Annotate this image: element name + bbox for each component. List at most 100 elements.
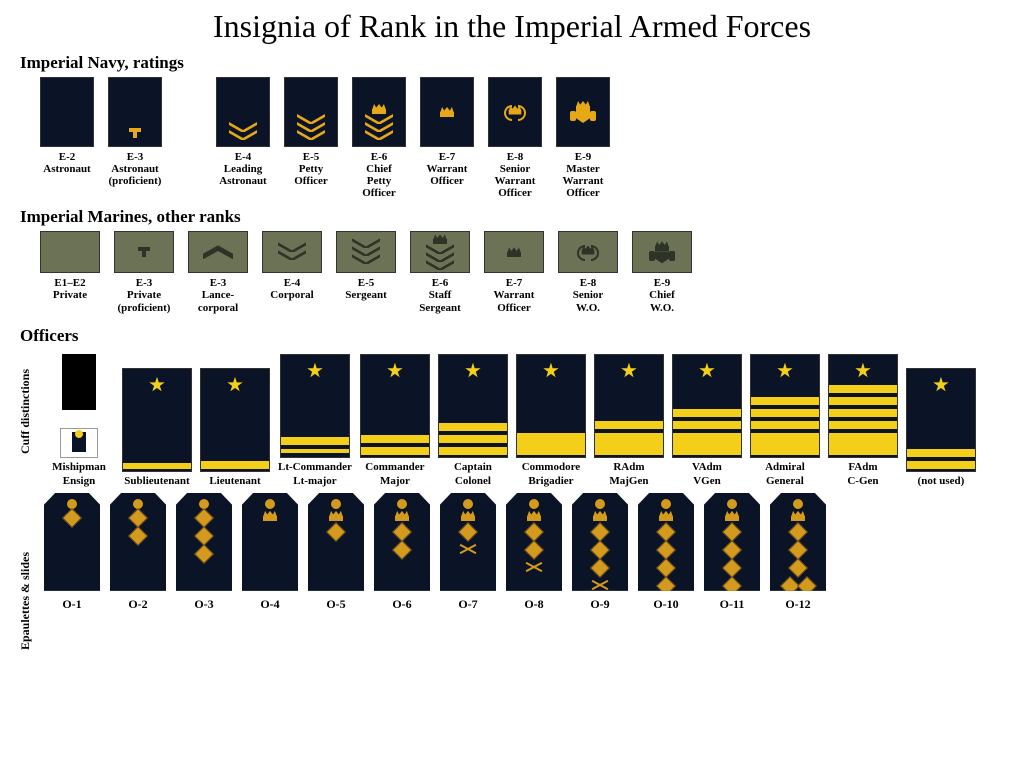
epaulette [638, 493, 694, 591]
pip-icon [128, 508, 148, 528]
officer-code: O-5 [326, 597, 345, 612]
officer-code: O-3 [194, 597, 213, 612]
rank-code: E-8 [507, 151, 524, 163]
cuff-label-top: Admiral [765, 461, 805, 473]
epaulette-cell: O-9 [572, 493, 628, 612]
marine-cell: E-7WarrantOfficer [484, 231, 544, 313]
marine-patch [632, 231, 692, 273]
button-icon [595, 499, 605, 509]
marine-cell: E-5Sergeant [336, 231, 396, 301]
rank-code: E-7 [506, 277, 523, 289]
rank-code: E1–E2 [54, 277, 85, 289]
epaulette-cell: O-4 [242, 493, 298, 612]
pip-icon [722, 558, 742, 578]
navy-patch [556, 77, 610, 147]
pip-icon [590, 558, 610, 578]
epaulette [308, 493, 364, 591]
cuff-label-top: Lt-Commander [278, 461, 352, 473]
navy-patch [40, 77, 94, 147]
marine-patch [114, 231, 174, 273]
rank-label: Private [53, 289, 87, 301]
cuff-cell: RAdm MajGen [594, 354, 664, 487]
navy-patch [420, 77, 474, 147]
pip-icon [656, 558, 676, 578]
cuff-cell: Lieutenant [200, 368, 270, 487]
star-icon [855, 363, 871, 379]
rank-label: Astronaut [43, 163, 90, 175]
navy-patch [488, 77, 542, 147]
rank-label: Astronaut(proficient) [109, 163, 162, 187]
epaulette [44, 493, 100, 591]
cuff-label-bottom: Brigadier [528, 475, 573, 487]
pip-icon [656, 540, 676, 560]
cuff-cell: Sublieutenant [122, 368, 192, 487]
navy-cell: E-2Astronaut [40, 77, 94, 175]
cuff-cell: Commander Major [360, 354, 430, 487]
navy-patch [352, 77, 406, 147]
navy-cell: E-3Astronaut(proficient) [108, 77, 162, 187]
cuff-label-top: Commander [365, 461, 424, 473]
pip-icon [194, 508, 214, 528]
rank-code: E-3 [136, 277, 153, 289]
cuff-insignia [828, 354, 898, 458]
cuff-row: MishipmanEnsignSublieutenantLieutenantLt… [0, 354, 1024, 487]
swords-icon [459, 543, 477, 555]
cuff-insignia [280, 354, 350, 458]
swords-icon [525, 561, 543, 573]
navy-cell: E-7WarrantOfficer [420, 77, 474, 187]
crown-icon [593, 511, 607, 521]
cuff-insignia [438, 354, 508, 458]
cuff-cell: VAdmVGen [672, 354, 742, 487]
rank-code: E-3 [210, 277, 227, 289]
marine-patch [484, 231, 544, 273]
crown-icon [329, 511, 343, 521]
rank-label: ChiefW.O. [649, 289, 675, 313]
cuff-cell: CommodoreBrigadier [516, 354, 586, 487]
navy-cell: E-6ChiefPettyOfficer [352, 77, 406, 199]
marine-patch [558, 231, 618, 273]
epaulette [572, 493, 628, 591]
marine-cell: E1–E2Private [40, 231, 100, 301]
epaulette-cell: O-8 [506, 493, 562, 612]
pip-icon [524, 540, 544, 560]
button-icon [727, 499, 737, 509]
epaulette [770, 493, 826, 591]
pip-icon [788, 540, 808, 560]
navy-cell: E-4LeadingAstronaut [216, 77, 270, 187]
crown-icon [725, 511, 739, 521]
cuff-label-bottom: C-Gen [847, 475, 878, 487]
officer-code: O-11 [720, 597, 745, 612]
cuff-label-bottom: Major [380, 475, 410, 487]
cuff-label-bottom: MajGen [609, 475, 648, 487]
cuff-label-top: RAdm [613, 461, 644, 473]
officer-code: O-12 [785, 597, 810, 612]
marine-patch [40, 231, 100, 273]
marine-row: E1–E2PrivateE-3Private(proficient)E-3Lan… [0, 231, 1024, 313]
pip-icon [788, 522, 808, 542]
marine-cell: E-6StaffSergeant [410, 231, 470, 313]
epaulette [440, 493, 496, 591]
rank-label: WarrantOfficer [427, 163, 468, 187]
marine-cell: E-4Corporal [262, 231, 322, 301]
rank-code: E-3 [127, 151, 144, 163]
pip-icon [194, 544, 214, 564]
rank-code: E-9 [654, 277, 671, 289]
star-icon [465, 363, 481, 379]
rank-label: Corporal [270, 289, 313, 301]
crown-icon [461, 511, 475, 521]
cuff-cell: CaptainColonel [438, 354, 508, 487]
cuff-cell: Lt-CommanderLt-major [278, 354, 352, 487]
rank-code: E-6 [432, 277, 449, 289]
epaulette-cell: O-10 [638, 493, 694, 612]
star-icon [149, 377, 165, 393]
rank-label: ChiefPettyOfficer [362, 163, 396, 199]
button-icon [793, 499, 803, 509]
button-icon [661, 499, 671, 509]
rank-code: E-2 [59, 151, 76, 163]
navy-header: Imperial Navy, ratings [0, 51, 1024, 77]
rank-code: E-6 [371, 151, 388, 163]
rank-code: E-7 [439, 151, 456, 163]
cuff-insignia [200, 368, 270, 472]
rank-code: E-9 [575, 151, 592, 163]
cuff-cell: (not used) [906, 368, 976, 487]
